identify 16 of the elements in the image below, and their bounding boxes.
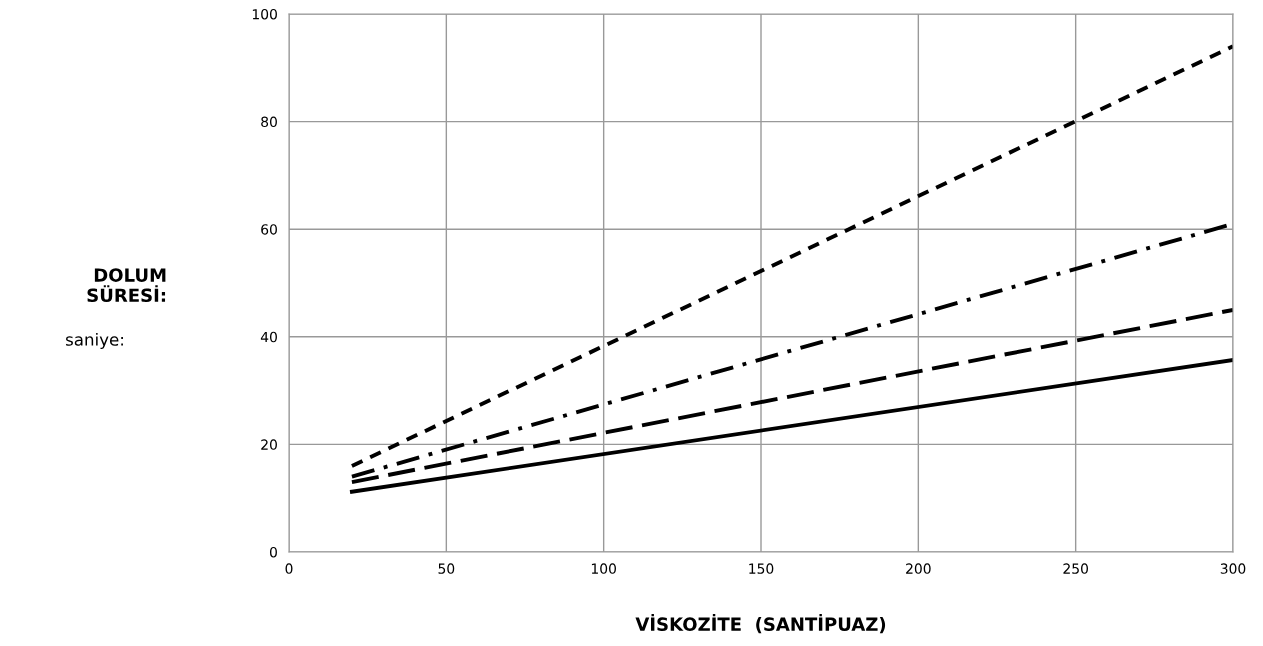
y-tick-label: 20 — [261, 439, 277, 450]
x-tick-label: 50 — [438, 563, 455, 574]
x-tick-label: 200 — [906, 563, 931, 574]
x-tick-label: 0 — [285, 563, 293, 574]
x-tick-label: 100 — [591, 563, 616, 574]
y-tick-label: 60 — [261, 224, 277, 235]
y-tick-label: 40 — [260, 331, 277, 343]
y-tick-label: 0 — [269, 546, 277, 558]
x-tick-label: 300 — [1220, 563, 1246, 574]
y-tick-label: 100 — [252, 8, 277, 20]
x-axis-title: VİSKOZİTE (SANTİPUAZ) — [635, 614, 886, 634]
x-tick-label: 250 — [1063, 563, 1088, 574]
x-tick-label: 150 — [749, 563, 774, 574]
y-axis-title: DOLUM SÜRESİ: — [87, 268, 166, 303]
text: saniye: — [65, 332, 123, 350]
y-tick-label: 80 — [261, 116, 277, 128]
